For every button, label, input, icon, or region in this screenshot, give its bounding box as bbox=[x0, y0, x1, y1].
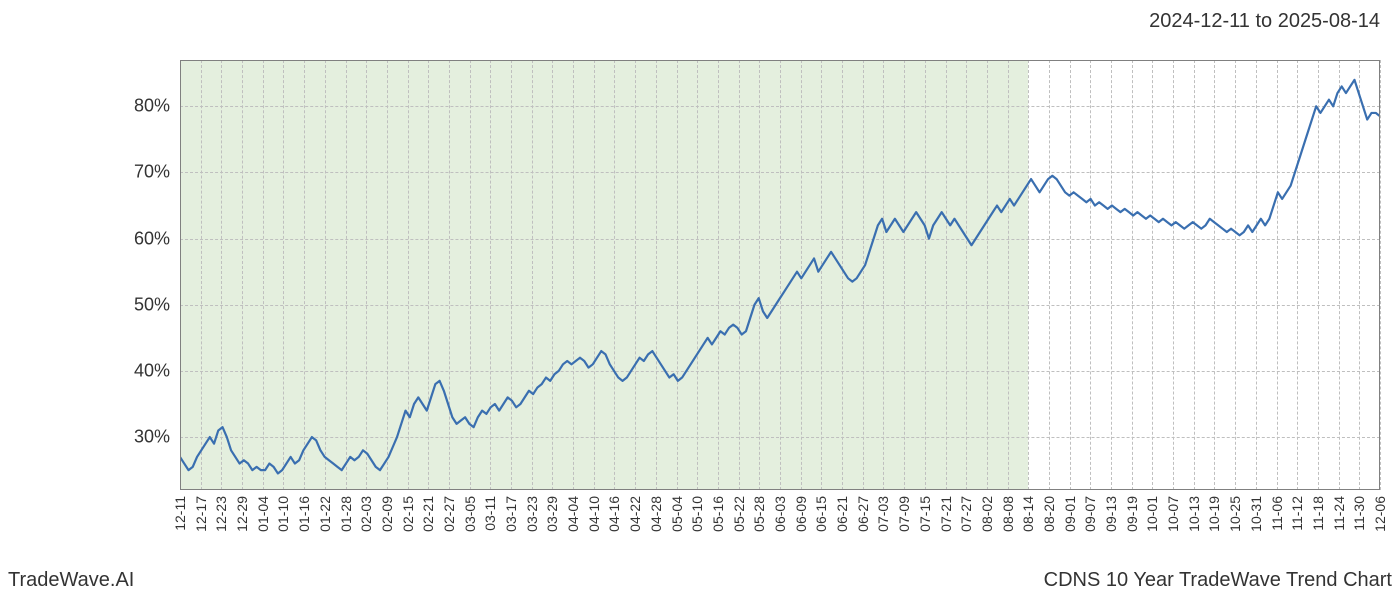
x-tick-label: 07-27 bbox=[958, 496, 974, 532]
y-tick-label: 30% bbox=[134, 427, 170, 448]
x-tick-label: 03-29 bbox=[544, 496, 560, 532]
x-tick-label: 11-24 bbox=[1331, 496, 1347, 531]
x-tick-label: 01-28 bbox=[338, 496, 354, 532]
x-tick-label: 02-21 bbox=[420, 496, 436, 532]
plot-border bbox=[180, 60, 1380, 490]
y-tick-label: 70% bbox=[134, 162, 170, 183]
x-tick-label: 12-11 bbox=[172, 496, 188, 531]
x-tick-label: 01-10 bbox=[275, 496, 291, 532]
x-tick-label: 10-31 bbox=[1248, 496, 1264, 532]
x-tick-label: 11-12 bbox=[1289, 496, 1305, 531]
x-tick-label: 07-15 bbox=[917, 496, 933, 532]
x-tick-label: 10-07 bbox=[1165, 496, 1181, 532]
x-tick-label: 01-22 bbox=[317, 496, 333, 532]
x-tick-label: 05-10 bbox=[689, 496, 705, 532]
x-tick-label: 12-06 bbox=[1372, 496, 1388, 532]
x-tick-label: 03-11 bbox=[482, 496, 498, 531]
x-tick-label: 07-03 bbox=[875, 496, 891, 532]
x-tick-label: 12-29 bbox=[234, 496, 250, 532]
x-tick-label: 06-09 bbox=[793, 496, 809, 532]
x-tick-label: 04-10 bbox=[586, 496, 602, 532]
x-tick-label: 09-13 bbox=[1103, 496, 1119, 532]
x-tick-label: 06-27 bbox=[855, 496, 871, 532]
x-tick-label: 02-27 bbox=[441, 496, 457, 532]
chart-wrap: 30%40%50%60%70%80% 12-1112-1712-2312-290… bbox=[80, 60, 1380, 490]
x-tick-label: 05-28 bbox=[751, 496, 767, 532]
x-tick-label: 06-03 bbox=[772, 496, 788, 532]
x-tick-label: 02-09 bbox=[379, 496, 395, 532]
plot-area bbox=[180, 60, 1380, 490]
chart-container: 2024-12-11 to 2025-08-14 30% 40% 50% 60% 70%… bbox=[0, 0, 1400, 600]
x-tick-label: 10-25 bbox=[1227, 496, 1243, 532]
x-tick-label: 03-17 bbox=[503, 496, 519, 532]
x-tick-label: 04-28 bbox=[648, 496, 664, 532]
y-tick-label: 50% bbox=[134, 294, 170, 315]
x-tick-label: 04-16 bbox=[606, 496, 622, 532]
x-tick-label: 06-15 bbox=[813, 496, 829, 532]
y-tick-label: 60% bbox=[134, 228, 170, 249]
x-tick-label: 02-15 bbox=[400, 496, 416, 532]
x-tick-label: 09-01 bbox=[1062, 496, 1078, 532]
x-tick-label: 09-07 bbox=[1082, 496, 1098, 532]
x-tick-label: 06-21 bbox=[834, 496, 850, 532]
y-tick-label: 40% bbox=[134, 360, 170, 381]
x-tick-label: 09-19 bbox=[1124, 496, 1140, 532]
x-tick-label: 01-04 bbox=[255, 496, 271, 532]
x-tick-label: 03-23 bbox=[524, 496, 540, 532]
x-tick-label: 11-30 bbox=[1351, 496, 1367, 531]
x-tick-label: 03-05 bbox=[462, 496, 478, 532]
y-tick-label: 80% bbox=[134, 96, 170, 117]
date-range-label: 2024-12-11 to 2025-08-14 bbox=[1149, 10, 1380, 33]
x-tick-label: 10-19 bbox=[1206, 496, 1222, 532]
x-tick-label: 07-21 bbox=[938, 496, 954, 532]
x-tick-label: 05-16 bbox=[710, 496, 726, 532]
x-tick-label: 01-16 bbox=[296, 496, 312, 532]
footer-brand: TradeWave.AI bbox=[8, 569, 134, 592]
x-tick-label: 08-02 bbox=[979, 496, 995, 532]
x-tick-label: 08-20 bbox=[1041, 496, 1057, 532]
x-tick-label: 04-04 bbox=[565, 496, 581, 532]
x-tick-label: 08-14 bbox=[1020, 496, 1036, 532]
vgrid-line bbox=[1380, 60, 1381, 490]
x-tick-label: 02-03 bbox=[358, 496, 374, 532]
x-tick-label: 11-06 bbox=[1269, 496, 1285, 531]
x-tick-label: 08-08 bbox=[1000, 496, 1016, 532]
footer-title: CDNS 10 Year TradeWave Trend Chart bbox=[1044, 569, 1392, 592]
x-tick-label: 10-01 bbox=[1144, 496, 1160, 532]
x-tick-label: 04-22 bbox=[627, 496, 643, 532]
x-tick-label: 05-22 bbox=[731, 496, 747, 532]
x-tick-label: 12-23 bbox=[213, 496, 229, 532]
x-tick-label: 12-17 bbox=[193, 496, 209, 532]
x-tick-label: 10-13 bbox=[1186, 496, 1202, 532]
x-tick-label: 11-18 bbox=[1310, 496, 1326, 531]
x-tick-label: 07-09 bbox=[896, 496, 912, 532]
x-tick-label: 05-04 bbox=[669, 496, 685, 532]
